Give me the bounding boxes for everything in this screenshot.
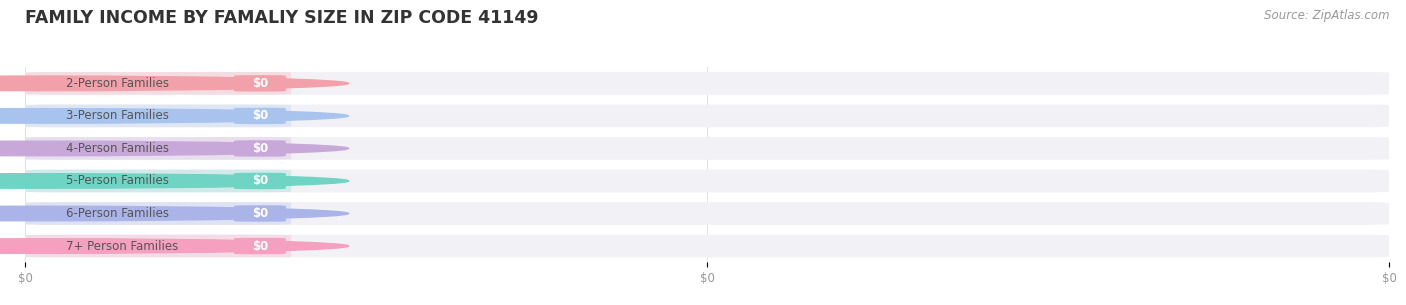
FancyBboxPatch shape	[25, 105, 1389, 127]
FancyBboxPatch shape	[233, 238, 285, 254]
FancyBboxPatch shape	[25, 235, 1389, 257]
Circle shape	[0, 239, 349, 253]
FancyBboxPatch shape	[233, 108, 285, 124]
Text: FAMILY INCOME BY FAMALIY SIZE IN ZIP CODE 41149: FAMILY INCOME BY FAMALIY SIZE IN ZIP COD…	[25, 9, 538, 27]
FancyBboxPatch shape	[25, 105, 291, 127]
Text: 2-Person Families: 2-Person Families	[66, 77, 169, 90]
FancyBboxPatch shape	[25, 202, 291, 225]
FancyBboxPatch shape	[233, 205, 285, 222]
FancyBboxPatch shape	[233, 140, 285, 157]
FancyBboxPatch shape	[25, 72, 291, 95]
FancyBboxPatch shape	[233, 173, 285, 189]
Text: 5-Person Families: 5-Person Families	[66, 174, 169, 188]
FancyBboxPatch shape	[25, 170, 1389, 192]
Text: $0: $0	[252, 207, 269, 220]
Text: $0: $0	[252, 109, 269, 122]
Text: 7+ Person Families: 7+ Person Families	[66, 239, 179, 253]
Text: $0: $0	[252, 174, 269, 188]
FancyBboxPatch shape	[25, 235, 291, 257]
Text: $0: $0	[252, 77, 269, 90]
Circle shape	[0, 141, 349, 156]
Circle shape	[0, 174, 349, 188]
FancyBboxPatch shape	[25, 137, 291, 160]
Circle shape	[0, 109, 349, 123]
FancyBboxPatch shape	[25, 170, 291, 192]
Text: 4-Person Families: 4-Person Families	[66, 142, 169, 155]
FancyBboxPatch shape	[25, 137, 1389, 160]
Text: Source: ZipAtlas.com: Source: ZipAtlas.com	[1264, 9, 1389, 22]
FancyBboxPatch shape	[25, 72, 1389, 95]
Text: 3-Person Families: 3-Person Families	[66, 109, 169, 122]
Text: 6-Person Families: 6-Person Families	[66, 207, 169, 220]
Text: $0: $0	[252, 142, 269, 155]
Text: $0: $0	[252, 239, 269, 253]
FancyBboxPatch shape	[25, 202, 1389, 225]
FancyBboxPatch shape	[233, 75, 285, 92]
Circle shape	[0, 76, 349, 91]
Circle shape	[0, 206, 349, 221]
